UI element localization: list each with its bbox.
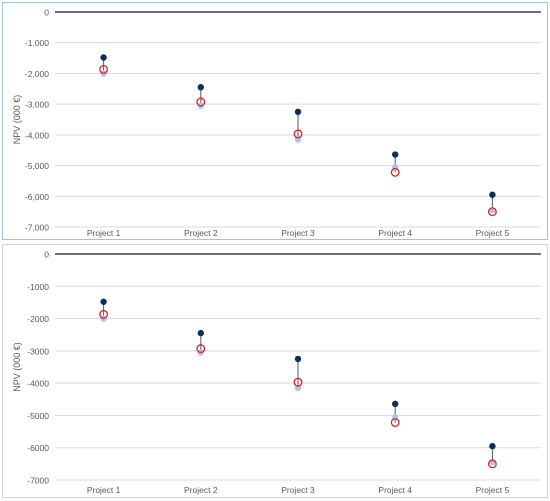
y-tick-label: -3000 <box>27 346 49 356</box>
high-point <box>489 191 496 198</box>
mid-point <box>487 207 497 217</box>
mid-point <box>99 64 109 74</box>
y-tick-label: -5,000 <box>25 161 49 171</box>
high-point <box>489 442 496 450</box>
y-tick-label: -7,000 <box>25 223 49 233</box>
high-point <box>294 355 302 363</box>
y-tick-label: -4,000 <box>25 130 49 140</box>
x-tick-label: Project 2 <box>184 228 218 238</box>
mid-point <box>196 97 206 107</box>
y-tick-label: -5000 <box>27 411 49 421</box>
high-point <box>197 329 204 337</box>
mid-point <box>487 459 497 469</box>
x-tick-label: Project 5 <box>476 228 510 238</box>
mid-point <box>293 377 303 387</box>
y-tick-label: -1,000 <box>25 38 49 48</box>
y-axis-title: NPV (000 €) <box>12 342 22 392</box>
mid-point <box>390 418 400 427</box>
y-tick-label: -4000 <box>27 379 49 389</box>
y-tick-label: 0 <box>44 8 49 18</box>
high-point <box>100 298 107 305</box>
mid-point <box>99 309 109 319</box>
x-tick-label: Project 4 <box>378 485 412 495</box>
mid-point <box>293 129 303 139</box>
chart-panel-top: 0 -1,000 -2,000 -3,000 -4,000 -5,000 -6,000 -7,… <box>2 2 548 240</box>
high-point <box>197 84 204 91</box>
low-point <box>294 384 302 392</box>
y-axis-title: NPV (000 €) <box>12 95 22 145</box>
high-point <box>392 151 399 158</box>
y-tick-label: -6,000 <box>25 192 49 202</box>
x-tick-label: Project 5 <box>476 485 510 495</box>
high-point <box>294 108 302 116</box>
x-tick-label: Project 2 <box>184 485 218 495</box>
x-tick-label: Project 3 <box>281 228 315 238</box>
y-tick-label: 0 <box>44 250 49 260</box>
high-point <box>100 54 107 61</box>
x-tick-label: Project 1 <box>87 228 121 238</box>
x-tick-label: Project 3 <box>281 485 315 495</box>
mid-point <box>196 344 206 354</box>
y-tick-label: -2000 <box>27 314 49 324</box>
y-tick-label: -3,000 <box>25 100 49 110</box>
x-tick-label: Project 1 <box>87 485 121 495</box>
high-point <box>392 400 399 408</box>
mid-point <box>390 167 400 177</box>
y-tick-label: -2,000 <box>25 69 49 79</box>
chart-panel-bottom: 0 -1000 -2000 -3000 -4000 -5000 -6000 -7000 NPV … <box>2 244 548 498</box>
npv-chart-top: 0 -1,000 -2,000 -3,000 -4,000 -5,000 -6,000 -7,… <box>12 8 541 238</box>
y-tick-label: -1000 <box>27 282 49 292</box>
y-tick-label: -7000 <box>27 476 49 486</box>
x-tick-label: Project 4 <box>378 228 412 238</box>
y-tick-label: -6000 <box>27 443 49 453</box>
npv-chart-bottom: 0 -1000 -2000 -3000 -4000 -5000 -6000 -7000 NPV … <box>12 250 541 495</box>
